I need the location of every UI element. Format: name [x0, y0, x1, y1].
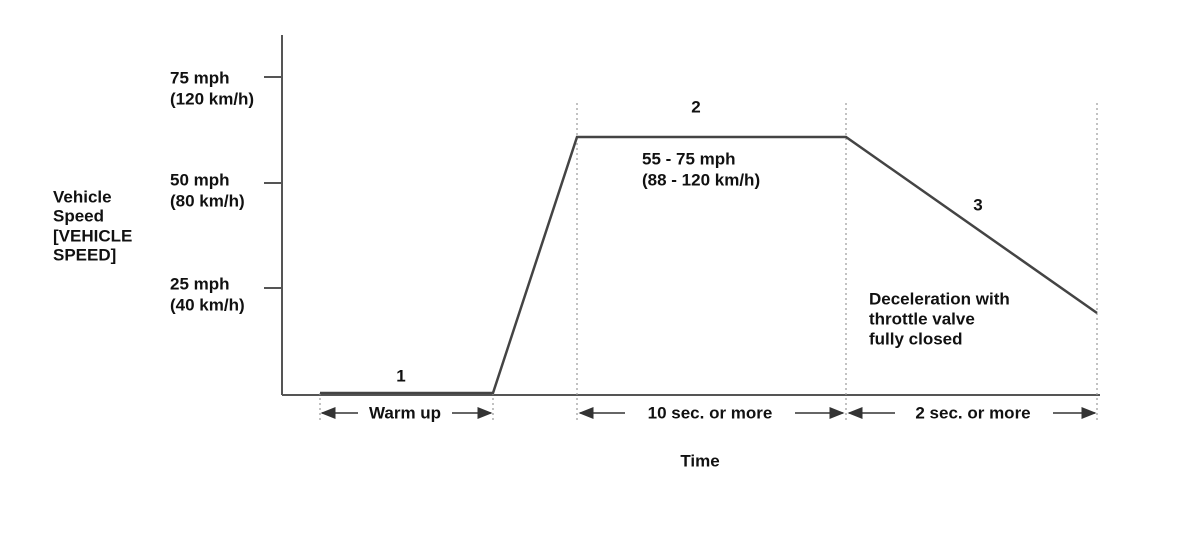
phase-note: 55 - 75 mph [642, 149, 736, 168]
phase-duration: Warm up [369, 403, 441, 422]
y-axis-label: [VEHICLE [53, 226, 132, 245]
x-axis-label: Time [680, 451, 719, 470]
guides [319, 103, 1098, 422]
phase-duration: 2 sec. or more [915, 403, 1030, 422]
speed-profile [320, 135, 1098, 395]
y-axis-label: Speed [53, 206, 104, 225]
y-tick-label: (80 km/h) [170, 191, 245, 210]
phase-duration: 10 sec. or more [648, 403, 773, 422]
y-tick-label: 25 mph [170, 274, 230, 293]
phase-number: 1 [396, 366, 405, 385]
y-tick-label: 50 mph [170, 170, 230, 189]
y-tick-label: (40 km/h) [170, 295, 245, 314]
y-tick-label: (120 km/h) [170, 89, 254, 108]
y-tick-label: 75 mph [170, 68, 230, 87]
phase-number: 3 [973, 195, 982, 214]
phase-number: 2 [691, 97, 700, 116]
y-axis-label: SPEED] [53, 245, 116, 264]
y-axis-label: Vehicle [53, 187, 112, 206]
phase-note: fully closed [869, 329, 963, 348]
phase-note: (88 - 120 km/h) [642, 170, 760, 189]
phase-note: Deceleration with [869, 289, 1010, 308]
axes [264, 35, 1100, 396]
phase-note: throttle valve [869, 309, 975, 328]
